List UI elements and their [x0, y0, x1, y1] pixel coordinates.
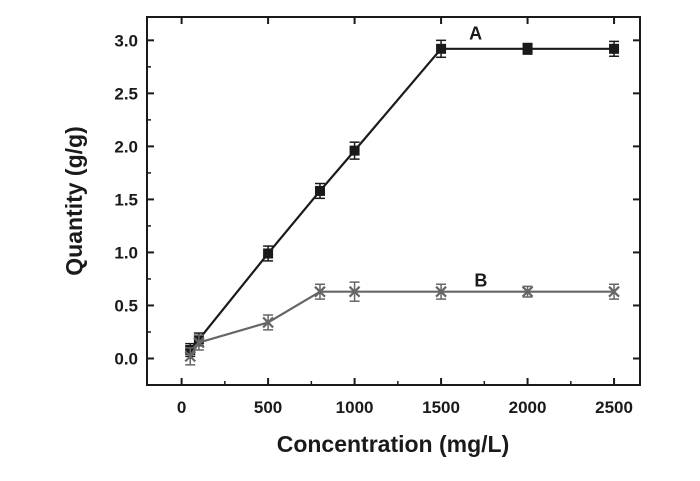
x-axis-ticks: 0 500 1000 1500 2000 2500: [177, 17, 633, 417]
data-point-B: [348, 285, 361, 298]
x-tick-label: 2500: [595, 398, 633, 417]
x-tick-label: 500: [254, 398, 282, 417]
y-tick-label: 1.5: [114, 190, 138, 209]
y-tick-label: 2.0: [114, 137, 138, 156]
x-tick-label: 0: [177, 398, 186, 417]
data-point-A: [349, 145, 360, 156]
series-label-A: A: [469, 23, 482, 43]
series-label-B: B: [474, 270, 487, 290]
x-tick-label: 2000: [509, 398, 547, 417]
x-tick-label: 1000: [336, 398, 374, 417]
y-axis-ticks: 0.0 0.5 1.0 1.5 2.0 2.5 3.0: [114, 31, 640, 368]
plot-frame: [146, 16, 641, 386]
y-tick-label: 0.0: [114, 349, 138, 368]
data-point-B: [314, 285, 326, 298]
series-layer: [184, 39, 620, 366]
y-tick-label: 0.5: [114, 296, 138, 315]
data-point-B: [608, 285, 620, 298]
data-point-A: [263, 248, 274, 259]
series-labels: AB: [469, 23, 487, 290]
y-tick-label: 1.0: [114, 243, 138, 262]
data-point-B: [184, 350, 197, 363]
data-point-A: [609, 43, 620, 54]
data-point-B: [193, 336, 205, 349]
data-point-B: [262, 316, 274, 329]
y-tick-label: 3.0: [114, 31, 138, 50]
y-axis-label: Quantity (g/g): [61, 126, 87, 275]
y-tick-label: 2.5: [114, 84, 138, 103]
series-line-A: [189, 47, 615, 351]
data-point-A: [522, 43, 533, 54]
data-point-A: [436, 43, 447, 54]
data-point-B: [521, 285, 534, 298]
x-axis-label: Concentration (mg/L): [277, 431, 510, 457]
series-line-B: [189, 290, 615, 357]
data-point-B: [435, 285, 447, 298]
data-point-A: [314, 185, 325, 196]
x-tick-label: 1500: [422, 398, 460, 417]
